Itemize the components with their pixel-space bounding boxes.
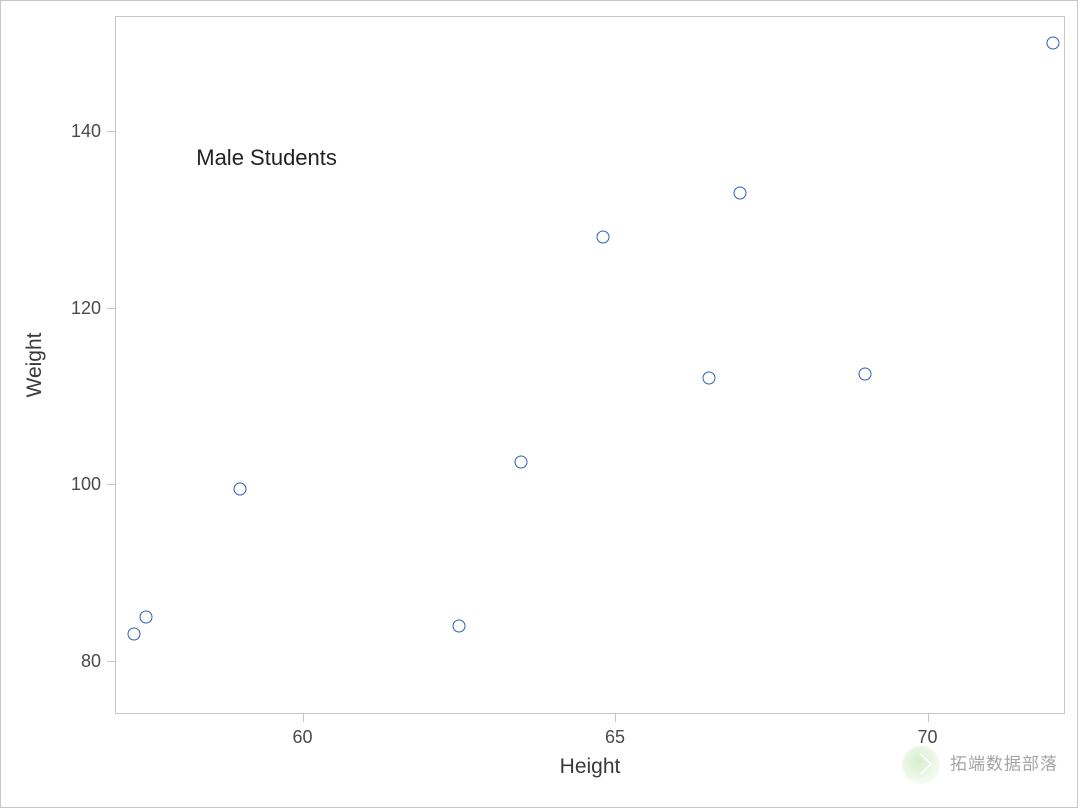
x-tick	[303, 714, 304, 722]
scatter-marker	[859, 367, 872, 380]
wechat-icon	[902, 746, 940, 784]
y-tick-label: 100	[61, 475, 101, 493]
x-tick-label: 60	[292, 728, 312, 746]
y-tick	[107, 131, 115, 132]
scatter-marker	[1046, 36, 1059, 49]
plot-area	[115, 16, 1065, 714]
x-tick	[928, 714, 929, 722]
y-tick-label: 120	[61, 299, 101, 317]
scatter-marker	[515, 456, 528, 469]
scatter-marker	[734, 186, 747, 199]
scatter-marker	[702, 372, 715, 385]
y-axis-title: Weight	[24, 333, 45, 398]
x-tick	[615, 714, 616, 722]
scatter-marker	[140, 610, 153, 623]
scatter-marker	[127, 628, 140, 641]
y-tick-label: 140	[61, 122, 101, 140]
x-tick-label: 70	[917, 728, 937, 746]
scatter-marker	[596, 230, 609, 243]
inset-annotation: Male Students	[196, 147, 337, 169]
y-tick-label: 80	[61, 652, 101, 670]
y-tick	[107, 484, 115, 485]
watermark: 拓端数据部落	[902, 746, 1058, 784]
y-tick	[107, 308, 115, 309]
scatter-marker	[234, 482, 247, 495]
x-tick-label: 65	[605, 728, 625, 746]
watermark-text: 拓端数据部落	[950, 754, 1058, 773]
scatter-marker	[452, 619, 465, 632]
y-tick	[107, 661, 115, 662]
x-axis-title: Height	[560, 756, 621, 777]
